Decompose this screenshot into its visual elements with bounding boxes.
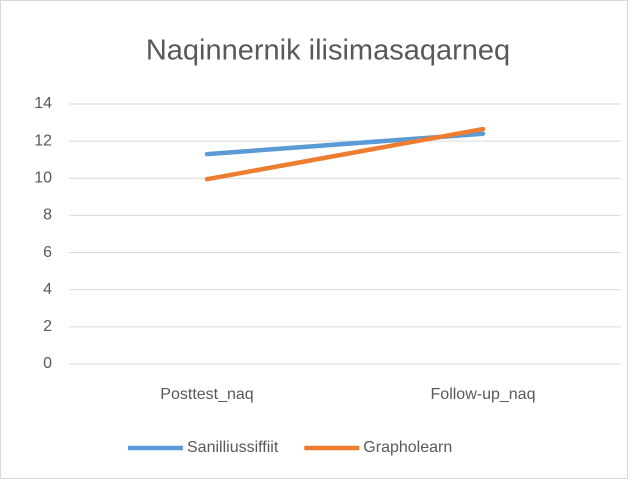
chart-title: Naqinnernik ilisimasaqarneq bbox=[146, 35, 510, 67]
x-tick-label: Posttest_naq bbox=[160, 386, 253, 403]
y-tick-label: 2 bbox=[43, 318, 52, 335]
y-tick-label: 14 bbox=[34, 95, 52, 112]
x-tick-label: Follow-up_naq bbox=[431, 386, 536, 403]
y-tick-label: 0 bbox=[43, 355, 52, 372]
y-tick-label: 8 bbox=[43, 207, 52, 224]
y-tick-label: 10 bbox=[34, 170, 52, 187]
legend-label: Sanilliussiffiit bbox=[187, 439, 279, 456]
y-tick-label: 6 bbox=[43, 244, 52, 261]
y-tick-label: 4 bbox=[43, 281, 52, 298]
series-line bbox=[204, 126, 486, 182]
y-tick-label: 12 bbox=[34, 132, 52, 149]
chart-border bbox=[0, 0, 628, 479]
legend-label: Grapholearn bbox=[363, 439, 452, 456]
